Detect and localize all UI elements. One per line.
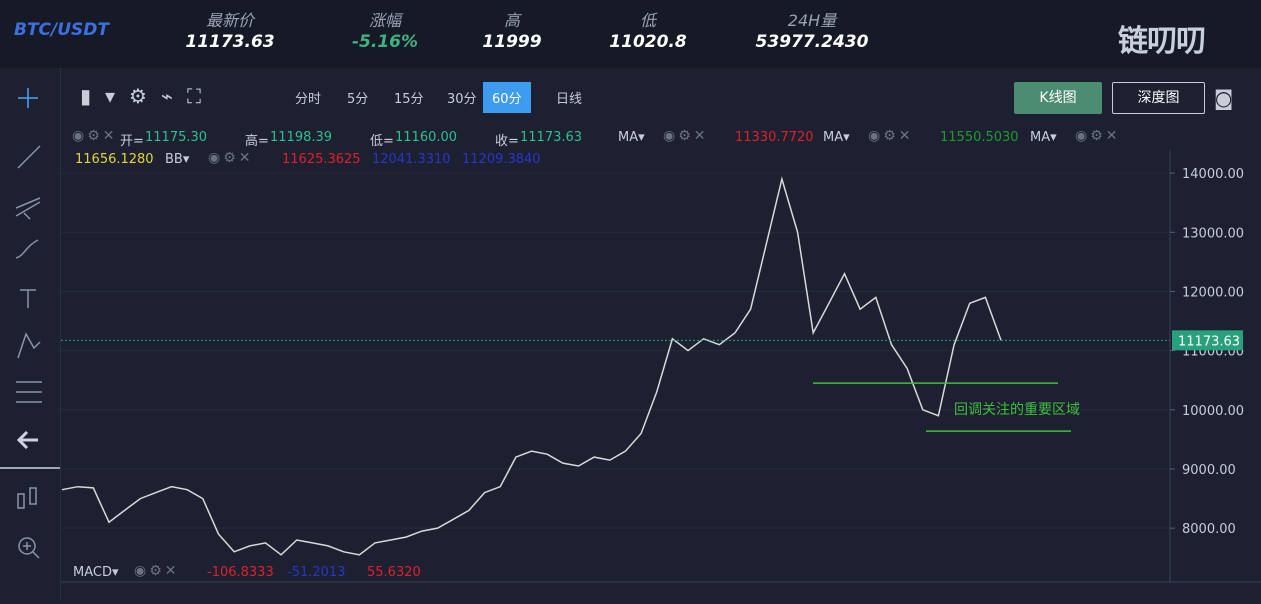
interval-button[interactable]: 5分 (347, 92, 369, 107)
interval-button[interactable]: 60分 (483, 82, 531, 113)
ohlc-value: 11173.63 (520, 130, 583, 145)
ma-value: 11330.7720 (735, 130, 814, 145)
stat-value: -5.16% (351, 32, 419, 52)
depth-button[interactable]: 深度图 (1112, 82, 1205, 114)
camera-icon[interactable]: ◙ (1214, 86, 1234, 110)
macd-value: -106.8333 (207, 565, 274, 580)
interval-button[interactable]: 15分 (394, 92, 424, 107)
icon-group: ◉⚙✕ (1075, 128, 1121, 144)
logo: 链叨叨 (1118, 24, 1206, 59)
price-line (61, 176, 1002, 556)
stat-label: 最新价 (205, 11, 255, 30)
stat-label: 24H量 (787, 11, 837, 30)
tool-icons (0, 88, 60, 559)
ma-label: MA▾ (618, 130, 645, 145)
ma-label: MA▾ (823, 130, 850, 145)
macd-label: MACD▾ (73, 565, 119, 580)
icon-group: ◉⚙✕ (868, 128, 914, 144)
current-price-box (1172, 330, 1243, 351)
tool-sidebar (0, 68, 61, 600)
macd-value: -51.2013 (287, 565, 346, 580)
macd-value: 55.6320 (367, 565, 421, 580)
icon-group: ◉⚙✕ (663, 128, 709, 144)
ohlc-value: 11160.00 (395, 130, 458, 145)
ohlc-label: 低= (370, 134, 394, 149)
stat-label: 高 (503, 11, 521, 30)
bb-value: 11656.1280 (75, 152, 154, 167)
kline-button[interactable]: K线图 (1014, 82, 1102, 114)
bb-band-value: 11625.3625 (282, 152, 361, 167)
stat-value: 11999 (482, 32, 542, 52)
stat-value: 53977.2430 (755, 32, 869, 52)
stat-value: 11173.63 (185, 32, 275, 52)
interval-button[interactable]: 分时 (295, 92, 322, 107)
ma-value: 11550.5030 (940, 130, 1019, 145)
y-tick-label: 10000.00 (1182, 404, 1244, 419)
ohlc-label: 开= (120, 134, 144, 149)
y-tick-label: 13000.00 (1182, 226, 1244, 241)
icon-group: ◉⚙✕ (134, 563, 180, 579)
bb-band-value: 11209.3840 (462, 152, 541, 167)
bb-band-value: 12041.3310 (372, 152, 451, 167)
ma-label: MA▾ (1030, 130, 1057, 145)
stat-label: 涨幅 (368, 11, 402, 30)
ohlc-label: 高= (245, 134, 269, 149)
y-tick-label: 12000.00 (1182, 285, 1244, 300)
bb-label: BB▾ (165, 152, 190, 167)
y-tick-label: 8000.00 (1182, 522, 1236, 537)
icon-group: ◉⚙✕ (72, 128, 118, 144)
stat-value: 11020.8 (609, 32, 687, 52)
price-chart: 8000.009000.0010000.0011000.0012000.0013… (61, 150, 1261, 583)
ohlc-value: 11175.30 (145, 130, 208, 145)
icon-group: ◉⚙✕ (208, 150, 254, 166)
toolbar-icons[interactable]: ▮▾⚙⌁⛶ (80, 84, 216, 108)
stat-label: 低 (639, 11, 657, 30)
ohlc-value: 11198.39 (270, 130, 333, 145)
ohlc-label: 收= (495, 134, 519, 149)
header-bar (0, 0, 1261, 68)
interval-button[interactable]: 30分 (447, 92, 477, 107)
current-price-label: 11173.63 (1178, 334, 1240, 349)
pair: BTC/USDT (14, 20, 109, 40)
annotation-text: 回调关注的重要区域 (954, 402, 1080, 418)
interval-button[interactable]: 日线 (556, 92, 583, 107)
y-tick-label: 14000.00 (1182, 167, 1244, 182)
y-tick-label: 9000.00 (1182, 463, 1236, 478)
